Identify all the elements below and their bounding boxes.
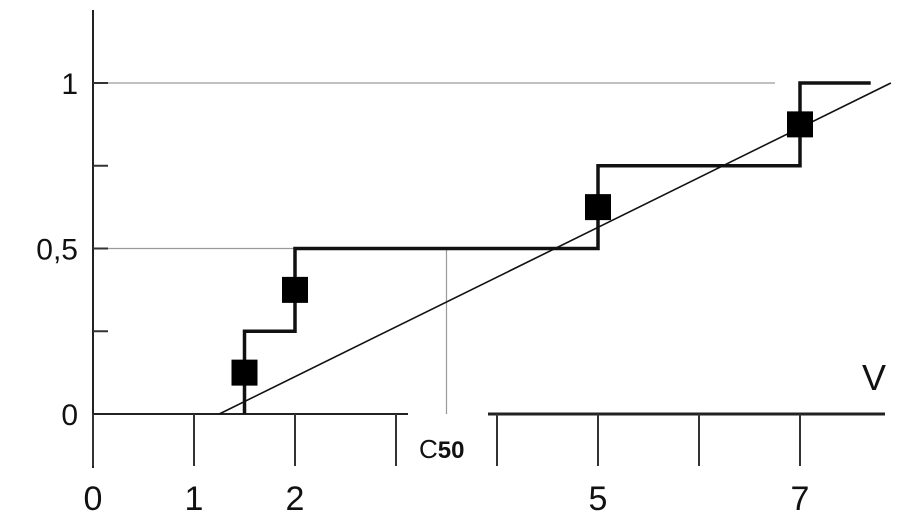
x-tick-label-7: 7 [791, 480, 810, 516]
labels: V C50 [419, 357, 886, 464]
fit-line [218, 82, 892, 415]
data-point-1 [231, 359, 258, 386]
x-tick-label-0: 0 [84, 480, 103, 516]
c50-annotation: C50 [419, 434, 464, 464]
y-tick-label-0: 0 [61, 399, 78, 432]
series [218, 81, 892, 415]
step-line [242, 81, 871, 414]
data-point-2 [282, 276, 308, 303]
x-tick-label-5: 5 [589, 480, 608, 516]
data-point-4 [787, 111, 813, 138]
x-ticks: 0 1 2 5 7 [84, 414, 810, 516]
x-tick-label-2: 2 [286, 480, 305, 516]
x-tick-label-1: 1 [185, 480, 204, 516]
data-point-3 [585, 194, 611, 221]
c50-subscript: 50 [438, 437, 465, 464]
y-ticks: 00,51 [36, 68, 108, 432]
c50-prefix: C [419, 434, 438, 464]
x-axis-label: V [862, 357, 886, 398]
axes [92, 10, 885, 468]
y-tick-label-1: 1 [61, 68, 78, 101]
y-tick-label-0,5: 0,5 [36, 234, 78, 267]
